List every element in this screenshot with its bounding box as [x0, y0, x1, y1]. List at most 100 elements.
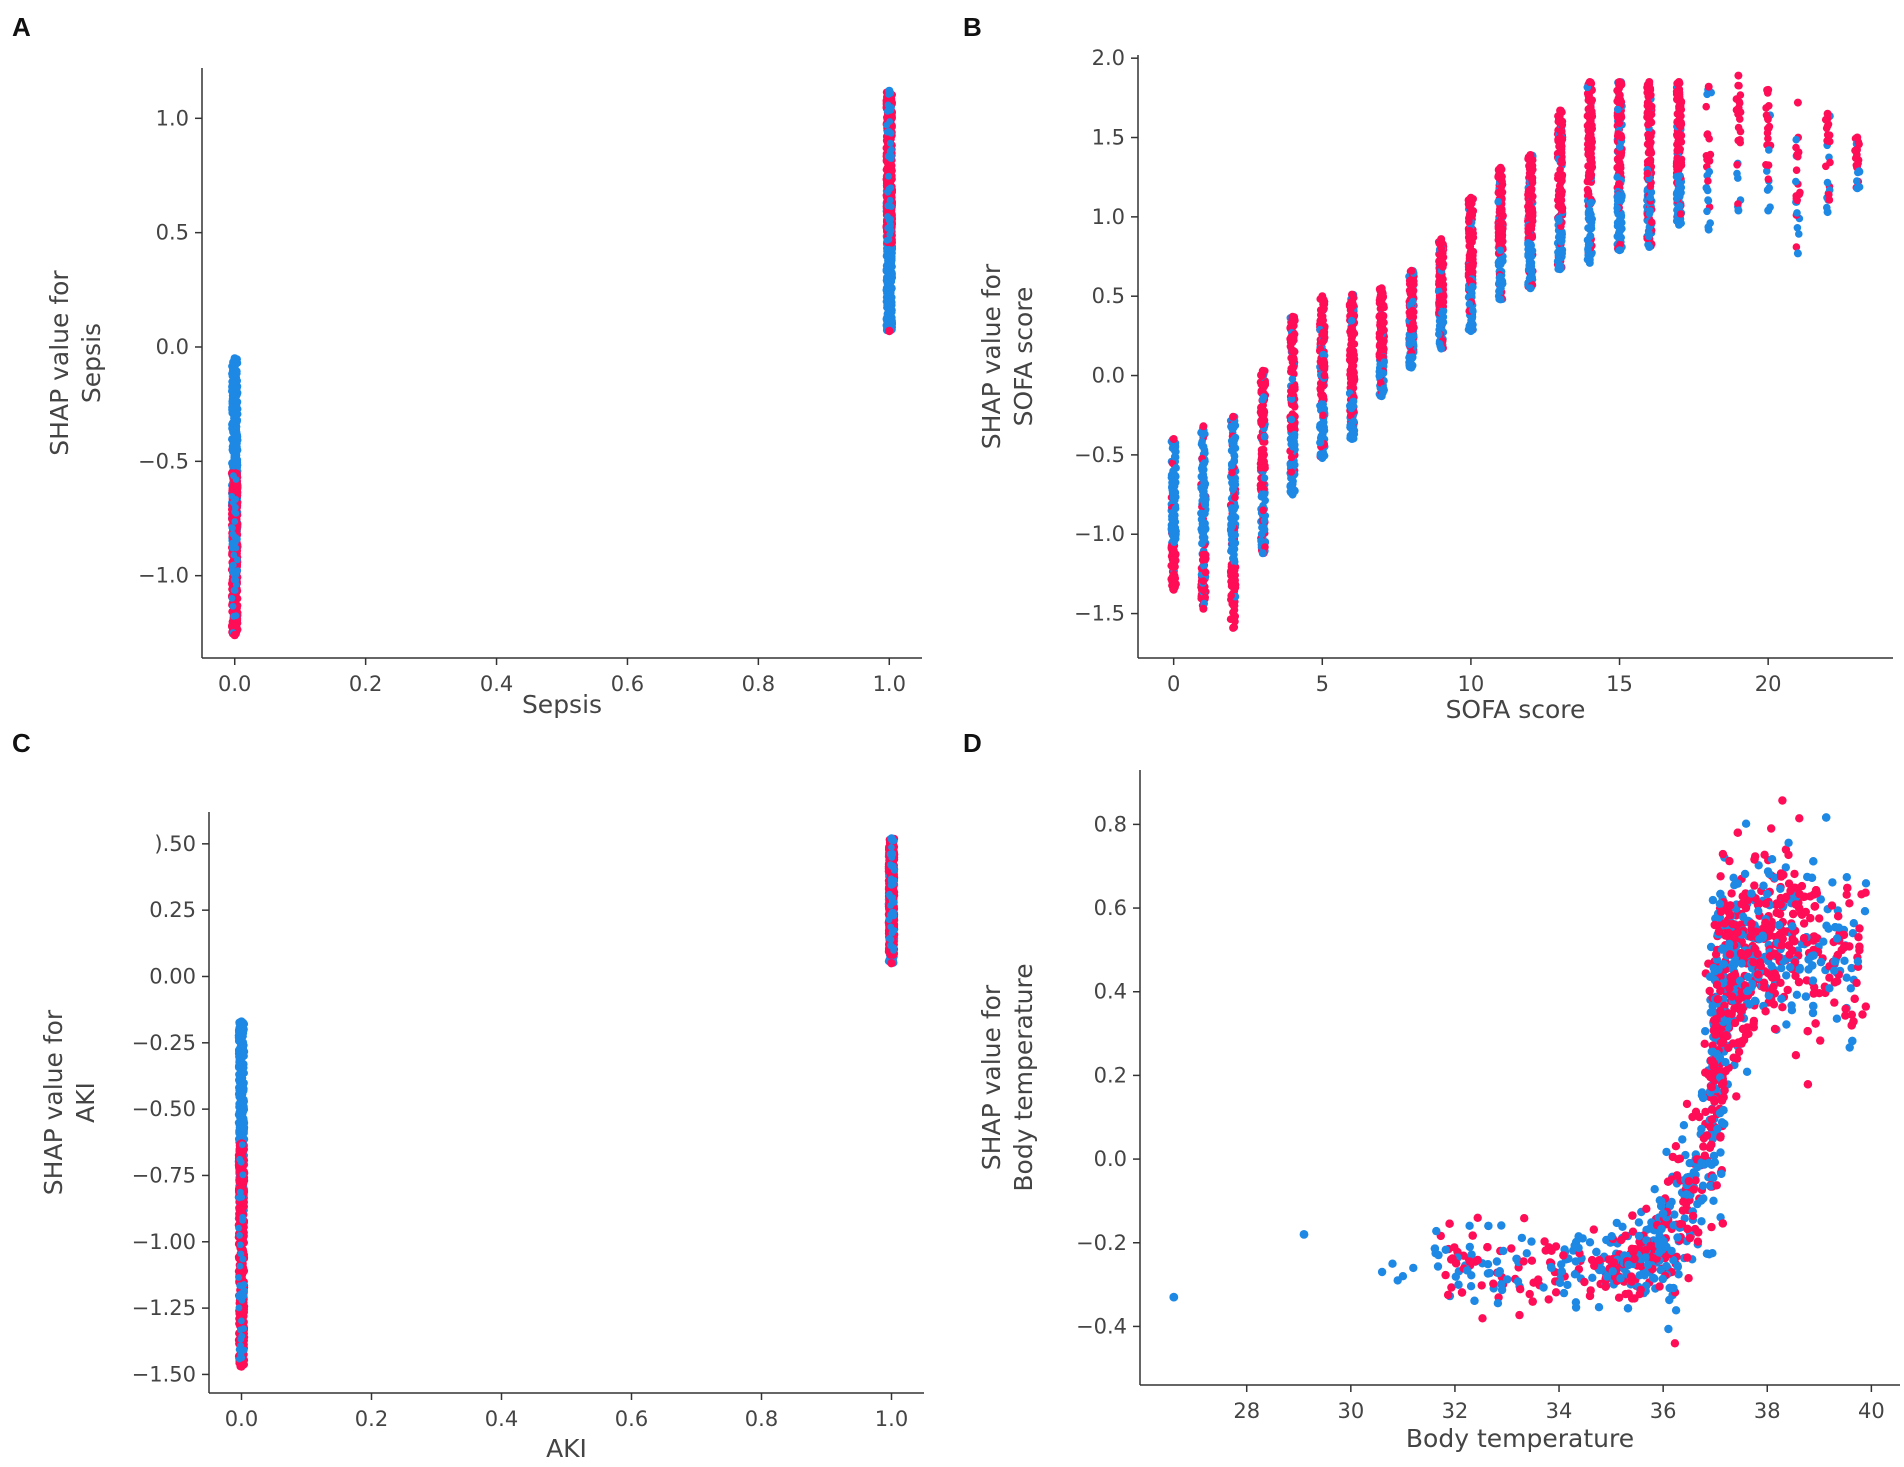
x-tick-label: 20 — [1755, 672, 1782, 696]
data-point — [1764, 85, 1773, 94]
data-point — [1526, 151, 1535, 159]
y-axis-title: SHAP value for AKI — [39, 1009, 100, 1195]
data-point — [1676, 186, 1685, 195]
y-tick-label: 0.0 — [156, 335, 189, 359]
data-point — [1169, 435, 1178, 443]
y-axis-title-line: SHAP value for — [977, 263, 1006, 449]
data-point — [1556, 133, 1565, 142]
data-point — [1437, 344, 1446, 353]
data-point — [1409, 281, 1417, 289]
data-point — [883, 273, 891, 282]
data-point — [1377, 291, 1386, 299]
data-point — [1525, 199, 1534, 207]
data-point — [1851, 154, 1860, 162]
data-point — [1494, 172, 1503, 180]
data-point — [1228, 461, 1236, 470]
data-point — [1555, 217, 1563, 225]
data-point — [886, 148, 894, 155]
data-point — [1734, 206, 1743, 215]
data-point — [1380, 358, 1388, 367]
data-point — [1674, 146, 1682, 154]
data-point — [887, 155, 894, 162]
data-point — [1199, 442, 1208, 451]
data-point — [234, 567, 242, 574]
data-point — [1555, 115, 1563, 124]
y-axis-title-line: SHAP value for — [45, 270, 74, 456]
data-point — [1349, 424, 1358, 433]
data-point — [1825, 191, 1833, 199]
data-point — [1316, 438, 1325, 447]
data-point — [1585, 78, 1594, 86]
data-point — [1347, 324, 1356, 333]
data-point — [1465, 254, 1474, 263]
data-point — [885, 236, 893, 243]
data-point — [1584, 190, 1593, 199]
data-point — [1258, 549, 1267, 558]
data-point — [1647, 132, 1655, 140]
y-tick-label: −0.25 — [132, 1031, 196, 1055]
data-point — [1465, 201, 1474, 210]
x-tick-label: 0 — [1167, 672, 1180, 696]
data-point — [1675, 202, 1684, 210]
data-point — [1734, 174, 1742, 182]
data-point — [1199, 604, 1208, 613]
data-point — [1407, 266, 1416, 275]
y-axis-title-line: AKI — [71, 1082, 100, 1123]
x-axis-title: AKI — [546, 1434, 587, 1463]
data-point — [885, 172, 892, 180]
data-point — [1734, 71, 1743, 80]
data-point — [1558, 246, 1567, 254]
data-point — [1736, 115, 1744, 123]
data-point — [1259, 393, 1268, 401]
panel-letter-b: B — [963, 12, 982, 42]
data-point — [1554, 171, 1562, 179]
data-point — [1199, 530, 1207, 538]
x-tick-label: 0.8 — [745, 1407, 778, 1431]
x-tick-label: 0.0 — [225, 1407, 258, 1431]
data-point — [1171, 562, 1179, 571]
data-point — [230, 418, 239, 427]
data-point — [1409, 319, 1417, 328]
data-point — [1556, 265, 1565, 274]
data-point — [1287, 415, 1296, 424]
x-tick-label: 5 — [1316, 672, 1329, 696]
data-point — [239, 1123, 247, 1132]
data-point — [1646, 111, 1654, 120]
data-point — [1646, 207, 1654, 215]
data-point — [1675, 121, 1684, 129]
data-point — [1466, 193, 1475, 202]
data-point — [1613, 173, 1621, 181]
data-point — [1528, 176, 1536, 185]
data-point — [1703, 155, 1711, 164]
data-point — [1289, 368, 1297, 377]
data-point — [1198, 556, 1207, 564]
data-point — [1347, 298, 1355, 306]
data-point — [1346, 374, 1355, 383]
data-point — [1468, 306, 1477, 315]
data-point — [1259, 523, 1268, 532]
data-point — [1319, 305, 1328, 314]
data-point — [1703, 186, 1712, 195]
data-point — [233, 435, 242, 444]
data-point — [229, 499, 237, 507]
data-point — [1613, 113, 1622, 122]
data-point — [1468, 282, 1477, 291]
y-tick-label: 0.0 — [1092, 364, 1125, 388]
y-tick-label: 0.25 — [149, 898, 196, 922]
y-tick-label: 0.5 — [1092, 284, 1125, 308]
data-point — [1201, 509, 1209, 518]
data-point — [886, 139, 894, 147]
data-point — [231, 463, 239, 471]
data-point — [1231, 493, 1239, 502]
y-tick-label: −1.0 — [1074, 522, 1125, 546]
data-point — [1319, 411, 1327, 420]
data-point — [232, 576, 240, 584]
data-point — [1525, 274, 1534, 283]
data-point — [232, 510, 240, 517]
data-point — [1226, 526, 1235, 535]
data-point — [1703, 207, 1711, 216]
data-point — [887, 161, 895, 170]
data-point — [1556, 203, 1564, 212]
data-point — [1320, 357, 1328, 365]
data-point — [230, 551, 238, 559]
